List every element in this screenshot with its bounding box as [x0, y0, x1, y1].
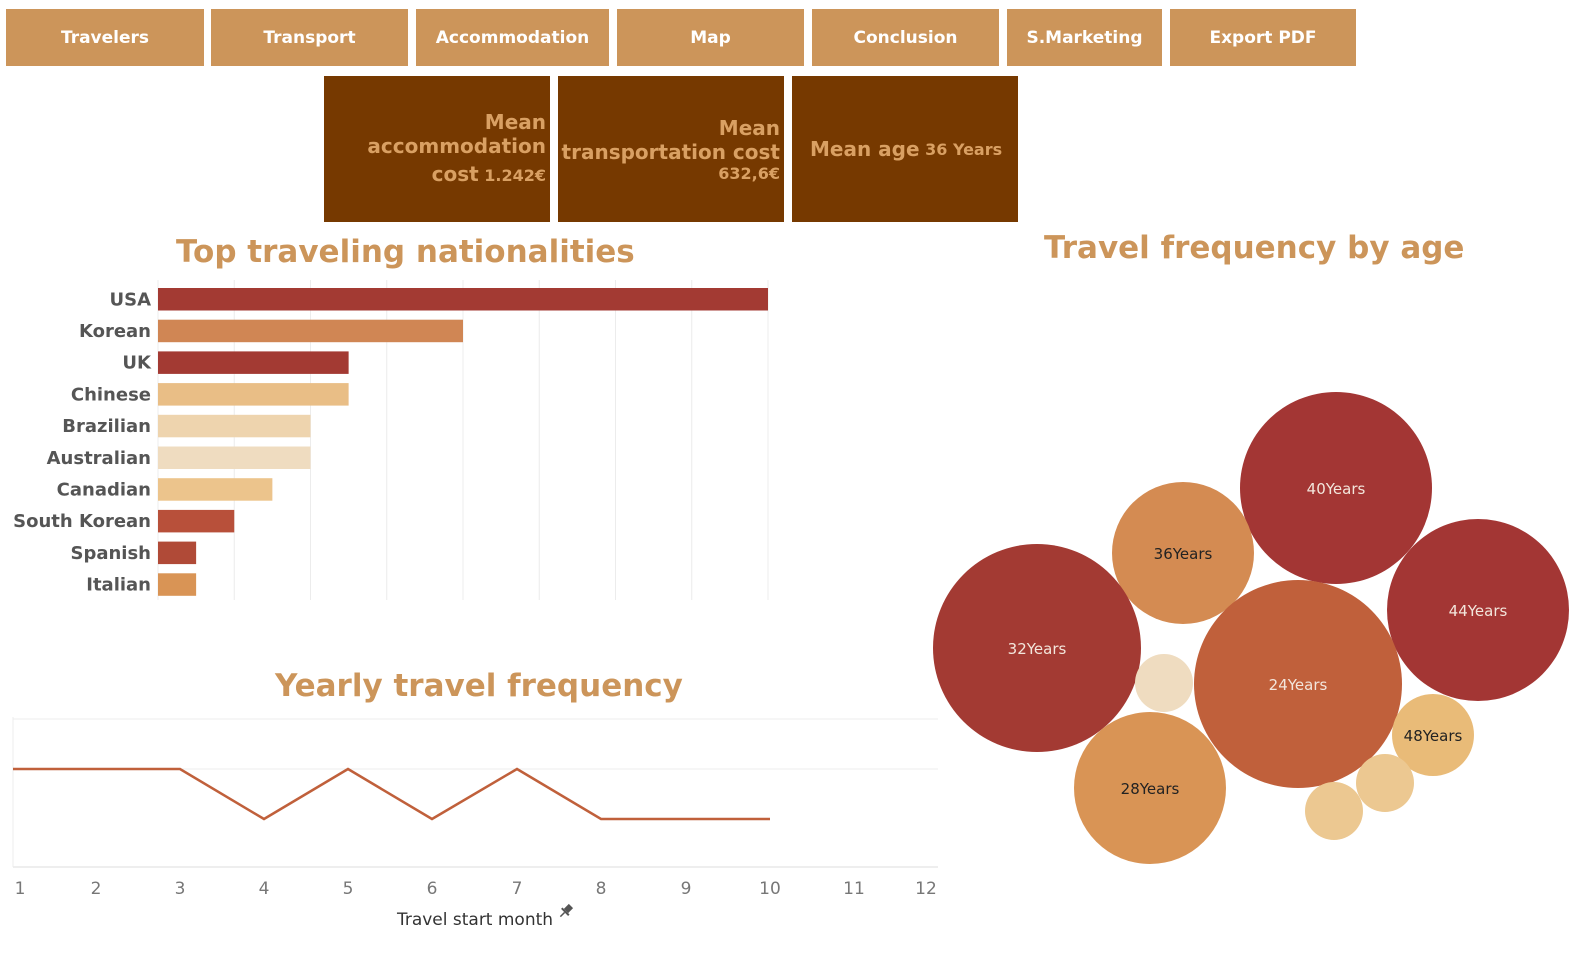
- bubble-label: 36Years: [1154, 545, 1213, 563]
- bubble-unlabeled[interactable]: [1356, 754, 1414, 812]
- pin-icon[interactable]: [557, 903, 575, 921]
- line-x-axis-title: Travel start month: [396, 910, 553, 930]
- bubble-32years[interactable]: [933, 544, 1141, 752]
- line-x-tick-label: 11: [843, 879, 865, 899]
- bubble-label: 48Years: [1404, 727, 1463, 745]
- kpi-transport-line2: transportation cost: [561, 140, 780, 164]
- bar-category-label: Australian: [47, 448, 151, 469]
- nationalities-bar-chart: USA Korean UK Chinese Brazilian Australian Can…: [13, 280, 769, 600]
- bar-category-label: USA: [109, 289, 151, 310]
- bubble-unlabeled[interactable]: [1135, 654, 1193, 712]
- kpi-mean-transportation-cost: Mean transportation cost 632,6€: [558, 76, 784, 222]
- kpi-mean-accommodation-cost: Mean accommodation cost 1.242€: [324, 76, 550, 222]
- bar-category-label: Spanish: [70, 543, 151, 564]
- bar-spanish[interactable]: [158, 541, 197, 565]
- line-x-tick-label: 8: [596, 879, 607, 899]
- bubble-40years[interactable]: [1240, 392, 1432, 584]
- nationalities-chart-title: Top traveling nationalities: [176, 234, 635, 270]
- bar-category-label: UK: [122, 353, 152, 374]
- bar-canadian[interactable]: [158, 478, 273, 501]
- bar-category-label: Korean: [79, 321, 151, 342]
- bubble-label: 24Years: [1269, 676, 1328, 694]
- line-x-tick-label: 5: [343, 879, 354, 899]
- age-bubble-chart: 40Years 36Years 44Years 32Years 24Years 48Yea…: [933, 392, 1569, 864]
- bar-italian[interactable]: [158, 573, 197, 596]
- bubble-label: 32Years: [1008, 640, 1067, 658]
- kpi-accommodation-value: 1.242€: [484, 166, 546, 185]
- line-x-tick-label: 12: [915, 879, 937, 899]
- line-x-tick-label: 9: [681, 879, 692, 899]
- age-chart-title: Travel frequency by age: [1044, 230, 1465, 266]
- kpi-age-label: Mean age: [810, 137, 920, 161]
- export-pdf-button[interactable]: Export PDF: [1170, 9, 1356, 66]
- nav-smarketing-button[interactable]: S.Marketing: [1007, 9, 1162, 66]
- bubble-label: 44Years: [1449, 602, 1508, 620]
- bubble-unlabeled[interactable]: [1305, 782, 1363, 840]
- bar-usa[interactable]: [158, 288, 768, 311]
- bar-uk[interactable]: [158, 351, 349, 374]
- bar-australian[interactable]: [158, 446, 311, 470]
- line-x-tick-label: 1: [15, 879, 26, 899]
- line-x-tick-label: 7: [512, 879, 523, 899]
- bubble-48years[interactable]: [1392, 694, 1474, 776]
- bubble-24years[interactable]: [1194, 580, 1402, 788]
- bubble-label: 28Years: [1121, 780, 1180, 798]
- kpi-transport-value: 632,6€: [718, 164, 780, 183]
- bar-korean[interactable]: [158, 319, 463, 343]
- line-x-tick-label: 2: [91, 879, 102, 899]
- bubble-44years[interactable]: [1387, 519, 1569, 701]
- nav-accommodation-button[interactable]: Accommodation: [416, 9, 609, 66]
- bar-category-label: Canadian: [57, 479, 151, 500]
- line-x-tick-label: 3: [175, 879, 186, 899]
- nav-travelers-button[interactable]: Travelers: [6, 9, 204, 66]
- kpi-mean-age: Mean age 36 Years: [792, 76, 1018, 222]
- kpi-accommodation-line2: accommodation: [367, 134, 546, 158]
- kpi-transport-line1: Mean: [718, 116, 780, 140]
- bar-category-label: Brazilian: [62, 416, 151, 437]
- bubble-label: 40Years: [1307, 480, 1366, 498]
- kpi-accommodation-line3-row: cost 1.242€: [324, 162, 546, 186]
- bubble-28years[interactable]: [1074, 712, 1226, 864]
- bar-category-label: Italian: [86, 575, 151, 596]
- yearly-frequency-line[interactable]: [13, 767, 770, 821]
- bar-category-label: South Korean: [13, 511, 151, 532]
- nav-transport-button[interactable]: Transport: [211, 9, 408, 66]
- kpi-accommodation-line3: cost: [431, 162, 479, 186]
- line-x-tick-label: 10: [759, 879, 781, 899]
- line-x-tick-label: 4: [259, 879, 270, 899]
- bar-brazilian[interactable]: [158, 414, 311, 438]
- bar-chinese[interactable]: [158, 383, 349, 406]
- nav-conclusion-button[interactable]: Conclusion: [812, 9, 999, 66]
- line-x-tick-label: 6: [427, 879, 438, 899]
- yearly-chart-title: Yearly travel frequency: [275, 668, 683, 704]
- nav-map-button[interactable]: Map: [617, 9, 804, 66]
- kpi-accommodation-line1: Mean: [484, 110, 546, 134]
- bubble-36years[interactable]: [1112, 482, 1254, 624]
- kpi-age-value: 36 Years: [925, 139, 1003, 159]
- bar-south-korean[interactable]: [158, 509, 235, 533]
- bar-category-label: Chinese: [71, 384, 151, 405]
